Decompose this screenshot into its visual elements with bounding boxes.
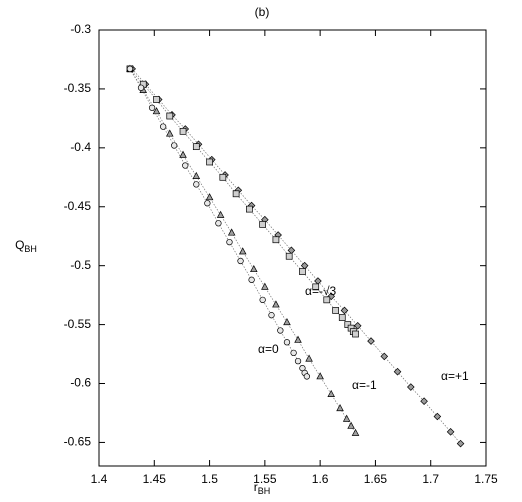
series-label: α=-1 <box>352 378 377 392</box>
point <box>327 292 335 301</box>
point <box>323 296 331 304</box>
y-tick-label: -0.45 <box>64 199 92 213</box>
point <box>294 335 302 343</box>
point <box>272 236 280 244</box>
point <box>299 268 306 275</box>
series-label: α=0 <box>258 342 279 356</box>
point <box>165 129 174 137</box>
point <box>192 143 200 151</box>
point <box>290 349 297 357</box>
point <box>367 337 375 345</box>
y-tick-label: -0.65 <box>64 435 92 449</box>
y-tick-label: -0.4 <box>70 140 91 154</box>
series-label: α=-√3 <box>305 284 337 298</box>
connector-line <box>129 68 356 434</box>
y-tick-label: -0.35 <box>64 81 92 95</box>
x-label-main: r <box>254 480 258 494</box>
point <box>446 428 455 436</box>
plot-frame <box>98 29 487 467</box>
point <box>215 220 222 227</box>
point <box>259 296 266 303</box>
point <box>232 190 240 198</box>
x-tick-label: 1.5 <box>201 472 218 486</box>
point <box>338 314 346 321</box>
series-label: α=+1 <box>441 369 469 383</box>
point <box>159 123 167 130</box>
point <box>192 171 201 179</box>
point <box>336 404 344 412</box>
x-tick-label: 1.55 <box>253 472 277 486</box>
y-tick-label: -0.6 <box>70 376 91 390</box>
point <box>126 65 134 73</box>
point <box>283 317 291 326</box>
point <box>226 238 233 246</box>
point <box>420 397 428 405</box>
point <box>351 428 360 436</box>
point <box>237 257 244 265</box>
y-tick-label: -0.5 <box>70 258 91 272</box>
point <box>166 112 174 120</box>
x-label-sub: BH <box>258 486 271 496</box>
point <box>205 193 214 201</box>
x-tick-label: 1.7 <box>422 472 439 486</box>
y-tick-label: -0.3 <box>70 22 91 36</box>
point <box>182 162 189 169</box>
point <box>294 357 302 365</box>
point <box>433 412 442 421</box>
point <box>312 283 320 291</box>
point <box>342 414 351 422</box>
x-tick-label: 1.6 <box>312 472 329 486</box>
point <box>340 306 349 315</box>
point <box>238 247 247 255</box>
point <box>152 107 161 115</box>
connector-line <box>129 68 356 335</box>
point <box>303 373 311 380</box>
point <box>305 354 313 362</box>
y-tick-label: -0.55 <box>64 317 92 331</box>
point <box>268 312 275 319</box>
point <box>327 389 335 397</box>
point <box>171 142 178 149</box>
point <box>179 150 187 158</box>
point <box>219 173 227 181</box>
chart-title: (b) <box>255 5 270 19</box>
point <box>407 383 415 391</box>
point <box>179 127 187 135</box>
point <box>248 276 255 283</box>
y-label-main: Q <box>15 238 24 252</box>
point <box>204 200 211 207</box>
x-tick-label: 1.45 <box>143 472 167 486</box>
point <box>246 205 253 213</box>
y-label-sub: BH <box>24 244 37 254</box>
point <box>272 300 280 308</box>
x-tick-label: 1.75 <box>474 472 498 486</box>
point <box>347 421 355 429</box>
point <box>250 264 258 273</box>
point <box>283 339 291 346</box>
point <box>456 439 465 448</box>
point <box>227 228 236 236</box>
point <box>259 221 266 228</box>
point <box>148 104 156 111</box>
x-tick-label: 1.65 <box>364 472 388 486</box>
point <box>352 330 359 338</box>
point <box>137 84 145 91</box>
point <box>216 210 225 218</box>
y-axis-label: QBH <box>15 238 37 254</box>
point <box>206 158 213 166</box>
point <box>353 321 362 330</box>
x-tick-label: 1.4 <box>91 472 108 486</box>
point <box>153 96 160 103</box>
point <box>332 307 339 314</box>
point <box>380 352 389 361</box>
x-axis-label: rBH <box>254 480 271 496</box>
point <box>285 252 293 260</box>
point <box>261 282 269 290</box>
point <box>393 367 402 376</box>
point <box>316 372 324 380</box>
point <box>277 327 284 334</box>
point <box>193 181 200 188</box>
